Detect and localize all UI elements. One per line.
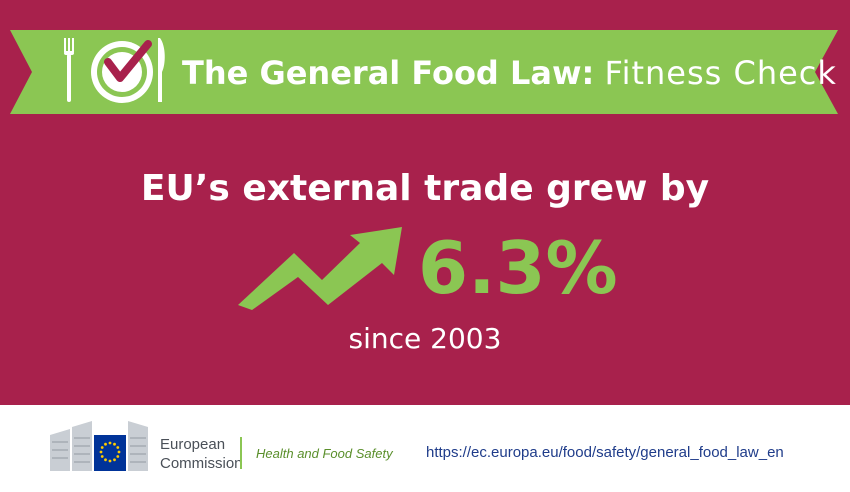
trend-up-arrow-icon [238, 227, 402, 310]
source-link[interactable]: https://ec.europa.eu/food/safety/general… [426, 444, 784, 461]
organization-name: European Commission [160, 435, 243, 473]
organization-name-line1: European [160, 436, 226, 453]
banner-ribbon [10, 30, 838, 114]
headline: EU’s external trade grew by [140, 168, 710, 209]
plate-checkmark-icon [64, 38, 165, 103]
banner-title-bold: The General Food Law: [182, 54, 595, 92]
since-label: since 2003 [348, 322, 502, 355]
banner-title: The General Food Law: Fitness Check [182, 54, 837, 92]
european-commission-logo [50, 421, 148, 471]
footer-divider [240, 437, 242, 469]
banner-title-light: Fitness Check [604, 54, 837, 92]
department-label: Health and Food Safety [256, 446, 393, 461]
organization-name-line2: Commission [160, 455, 243, 472]
stat-value: 6.3% [418, 226, 618, 310]
